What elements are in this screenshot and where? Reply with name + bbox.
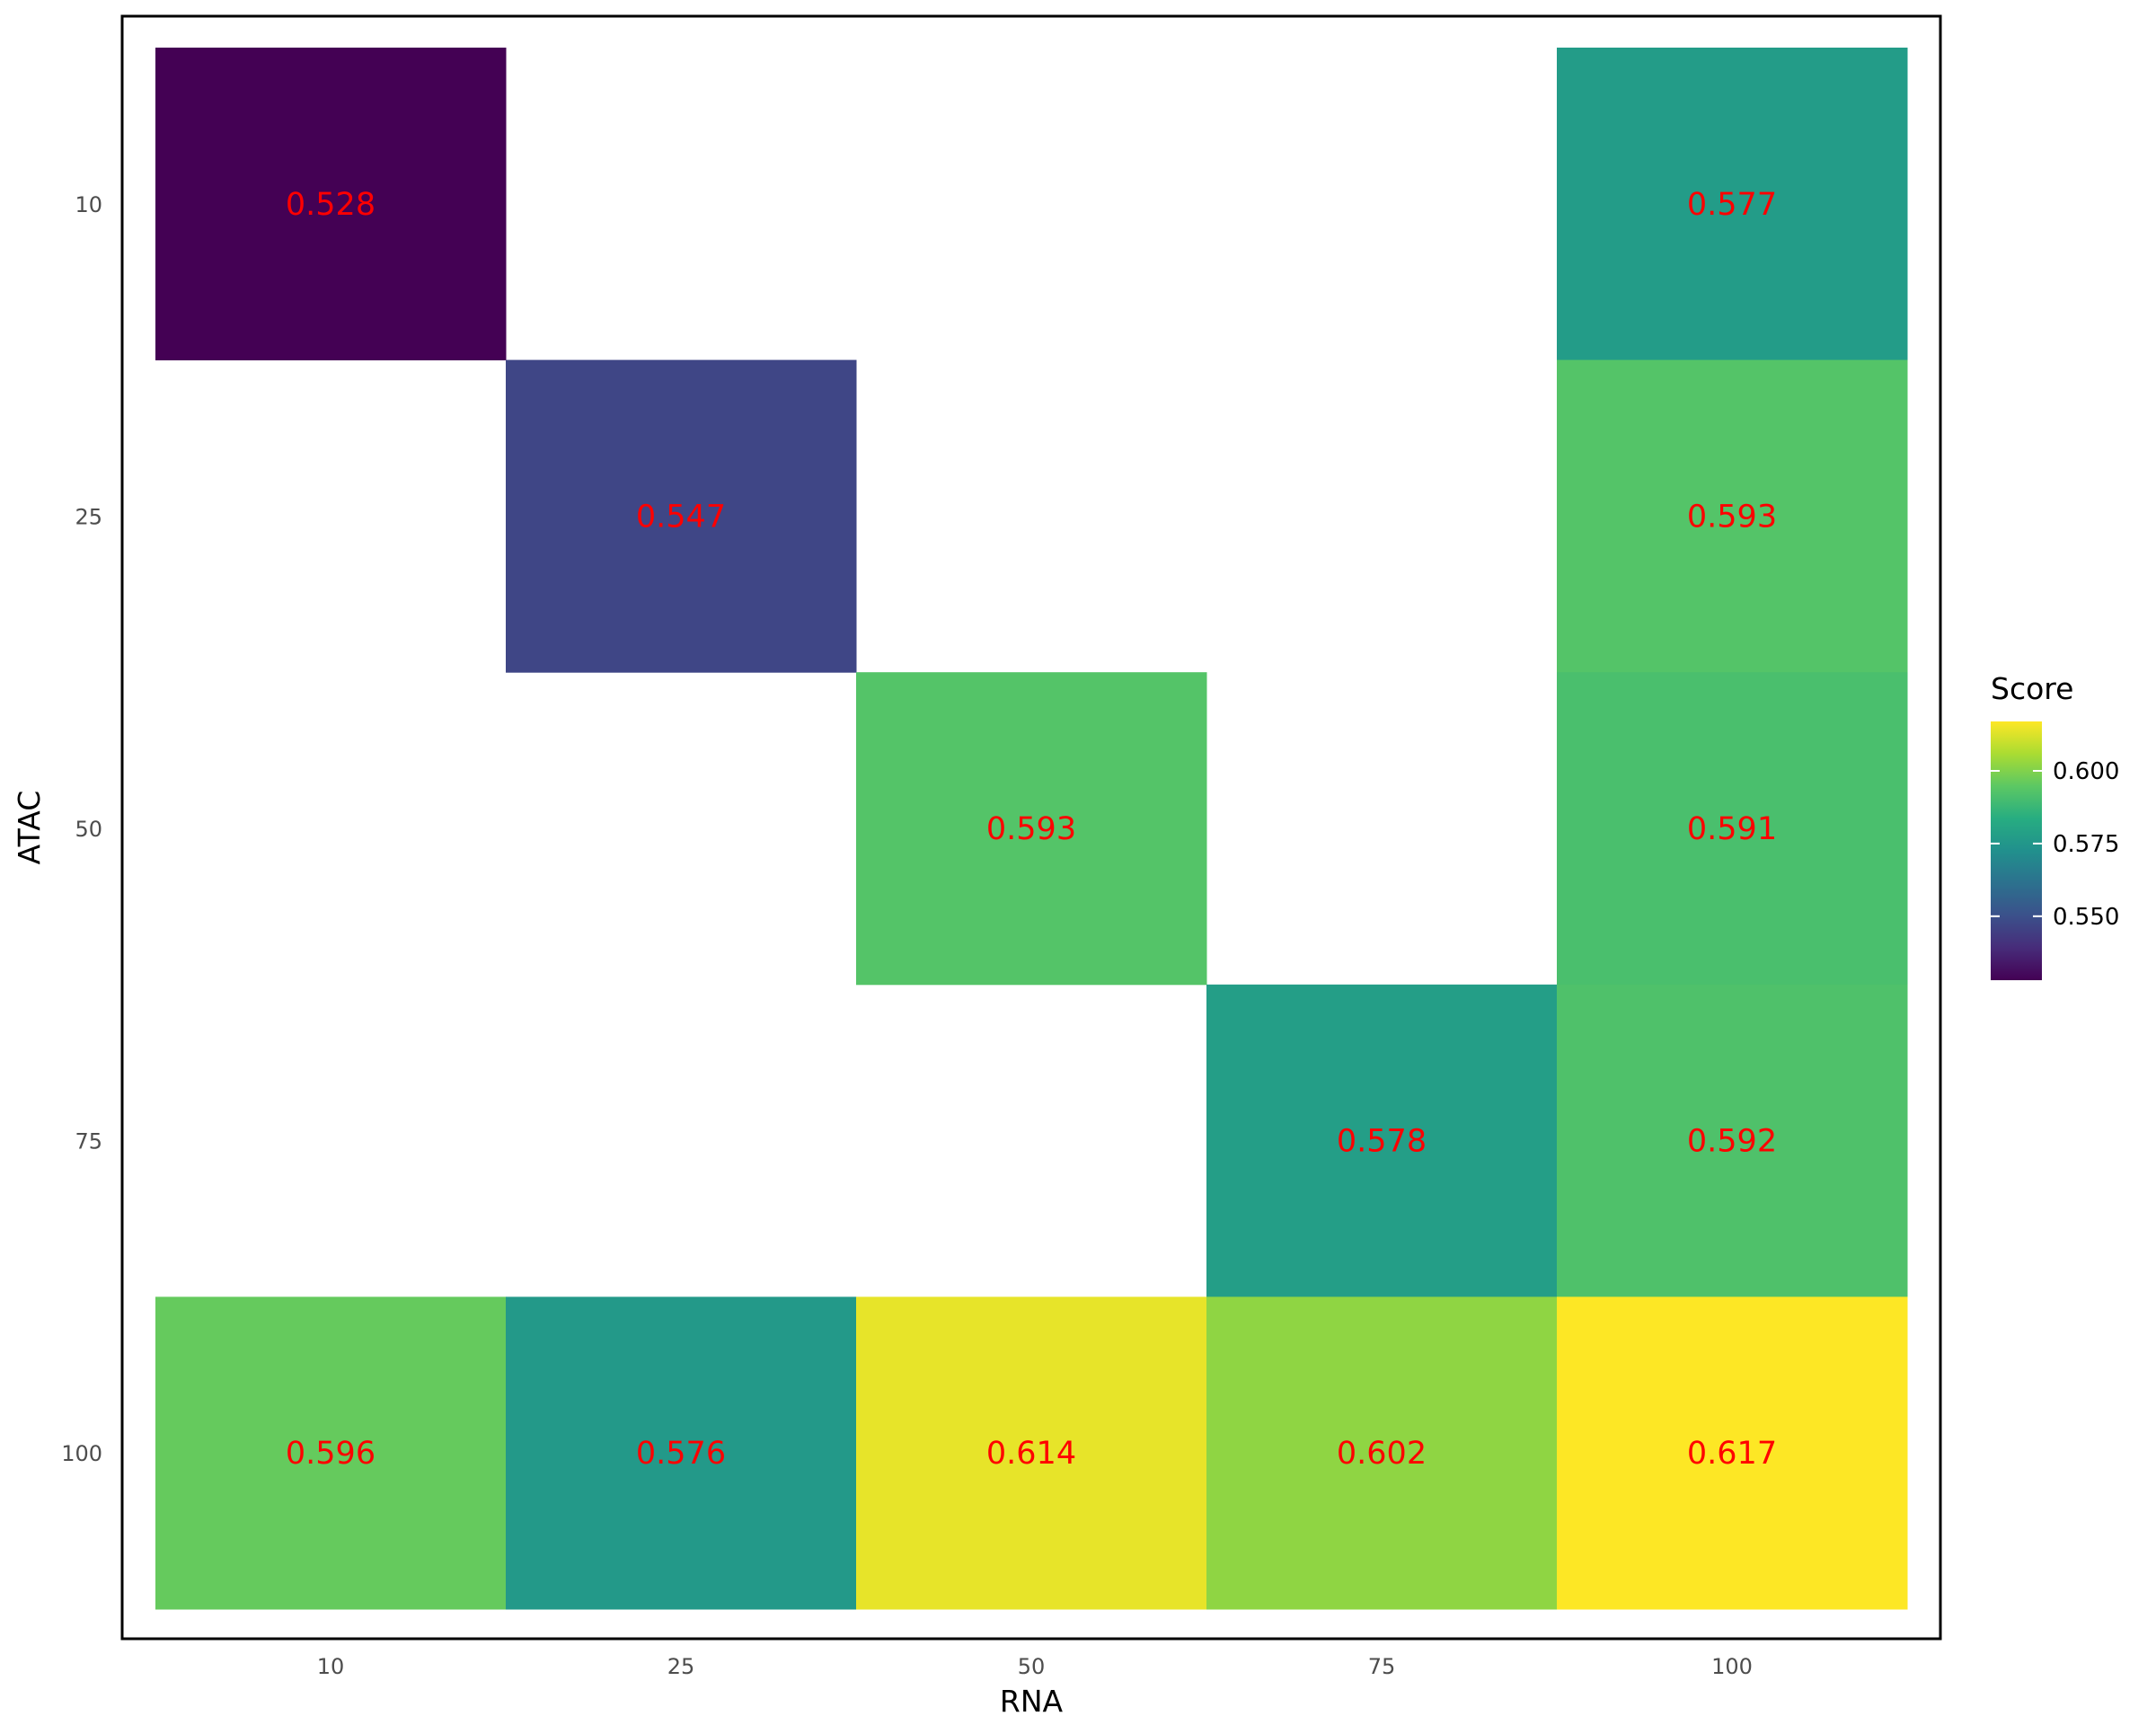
heatmap-cell [506,1296,857,1610]
legend-colorbar [1991,721,2042,980]
x-tick-label: 10 [317,1654,345,1679]
heatmap-cell [506,359,857,673]
cell-value-label: 0.602 [1337,1436,1427,1472]
heatmap-cell [1557,48,1908,361]
y-axis-title: ATAC [12,791,47,865]
cell-value-label: 0.578 [1337,1124,1427,1160]
y-tick-label: 10 [75,192,102,217]
heatmap-cell [1557,359,1908,673]
cell-value-label: 0.614 [986,1436,1076,1472]
y-tick-label: 25 [75,504,102,529]
legend-tick-label: 0.600 [2053,758,2119,785]
y-tick-label: 100 [61,1441,102,1466]
x-tick-label: 50 [1018,1654,1046,1679]
legend-tick-label: 0.550 [2053,904,2119,931]
heatmap-cell [155,1296,507,1610]
heatmap-cell-labels: 0.528 0.577 0.547 0.593 0.593 0.591 0.578 0.592… [286,187,1777,1472]
heatmap-cell [155,48,507,361]
x-axis-ticks: 10 25 50 75 100 [317,1654,1753,1679]
legend-title: Score [1991,671,2073,706]
cell-value-label: 0.577 [1687,187,1777,223]
cell-value-label: 0.592 [1687,1124,1777,1160]
color-legend: Score 0.550 0.575 0.600 [1991,671,2119,980]
cell-value-label: 0.528 [286,187,376,223]
cell-value-label: 0.547 [636,499,726,535]
cell-value-label: 0.576 [636,1436,726,1472]
y-tick-label: 75 [75,1129,102,1154]
panel-border [120,14,1942,1641]
heatmap-cell [856,1296,1207,1610]
heatmap-cell [1557,672,1908,986]
legend-tick-label: 0.575 [2053,831,2119,858]
heatmap-cell [1206,984,1558,1297]
legend-ticks: 0.550 0.575 0.600 [1991,758,2119,931]
heatmap-cell [1206,1296,1558,1610]
heatmap-cells [155,48,1908,1610]
cell-value-label: 0.593 [1687,499,1777,535]
cell-value-label: 0.596 [286,1436,376,1472]
x-tick-label: 100 [1711,1654,1753,1679]
y-axis-ticks: 10 25 50 75 100 [61,192,102,1466]
cell-value-label: 0.591 [1687,811,1777,847]
y-tick-label: 50 [75,817,102,842]
heatmap-cell [856,672,1207,986]
cell-value-label: 0.617 [1687,1436,1777,1472]
heatmap-cell [1557,1296,1908,1610]
heatmap-cell [1557,984,1908,1297]
x-tick-label: 25 [667,1654,695,1679]
x-axis-title: RNA [1000,1684,1064,1719]
cell-value-label: 0.593 [986,811,1076,847]
x-tick-label: 75 [1368,1654,1396,1679]
